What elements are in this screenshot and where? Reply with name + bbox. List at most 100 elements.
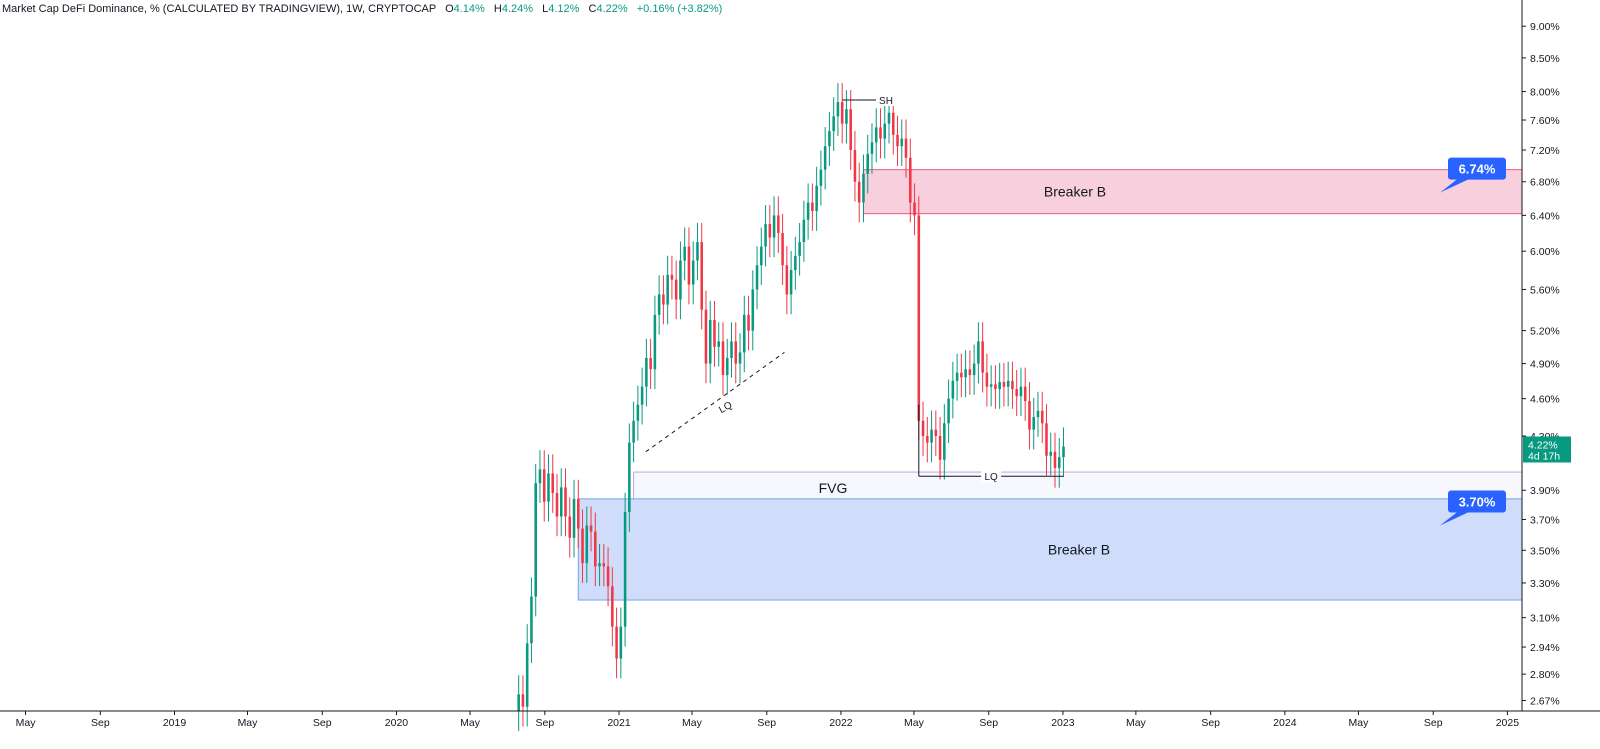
y-tick-label: 5.20% <box>1530 326 1560 338</box>
symbol-title: Market Cap DeFi Dominance, % (CALCULATED… <box>2 3 437 15</box>
candle-body <box>691 260 695 285</box>
y-tick-label: 3.90% <box>1530 485 1560 497</box>
candle-body <box>1006 380 1010 387</box>
candle-body <box>704 309 708 364</box>
candle-body <box>649 357 652 370</box>
candle-body <box>1045 423 1048 456</box>
breaker-top-label: Breaker B <box>1044 184 1106 200</box>
y-tick-label: 2.80% <box>1530 669 1560 681</box>
x-tick-label: Sep <box>1201 717 1220 729</box>
candle-body <box>670 274 674 280</box>
candle-body <box>662 294 665 305</box>
candle-body <box>721 341 725 376</box>
candle-body <box>768 224 772 238</box>
candle-body <box>1062 446 1065 458</box>
candle-body <box>725 357 729 376</box>
candle-body <box>619 626 623 659</box>
candle-body <box>900 138 904 147</box>
x-tick-label: May <box>460 717 481 729</box>
candle-body <box>1057 457 1061 468</box>
x-tick-label: Sep <box>91 717 110 729</box>
candle-body <box>849 109 852 151</box>
candle-body <box>585 525 589 564</box>
current-price-value: 4.22% <box>1528 439 1558 451</box>
candle-body <box>717 341 721 347</box>
x-tick-label: Sep <box>979 717 998 729</box>
candle-body <box>926 436 929 443</box>
candle-body <box>857 181 861 203</box>
candle-body <box>823 146 827 170</box>
candle-body <box>1011 380 1014 390</box>
x-tick-label: May <box>16 717 37 729</box>
y-tick-label: 4.90% <box>1530 359 1560 371</box>
tag-top: 6.74% <box>1440 157 1506 193</box>
candle-body <box>828 131 831 147</box>
candle-body <box>602 563 606 567</box>
candle-body <box>674 279 678 300</box>
candle-body <box>862 173 865 203</box>
y-tick-label: 6.40% <box>1530 210 1560 222</box>
candle-body <box>832 116 835 132</box>
y-tick-label: 3.10% <box>1530 613 1560 625</box>
x-tick-label: 2024 <box>1273 717 1297 729</box>
y-tick-label: 7.60% <box>1530 115 1560 127</box>
candle-body <box>598 563 601 567</box>
candle-body <box>551 473 555 494</box>
sh-label: SH <box>879 96 893 107</box>
candle-body <box>679 260 682 300</box>
breaker-bottom-label: Breaker B <box>1048 541 1110 557</box>
x-tick-label: 2019 <box>163 717 187 729</box>
x-tick-label: May <box>1126 717 1147 729</box>
candle-body <box>904 138 908 158</box>
candle-body <box>645 357 648 387</box>
tag-bottom-pointer <box>1440 511 1470 526</box>
candle-body <box>1015 389 1018 397</box>
fvg-label: FVG <box>819 480 848 496</box>
candle-body <box>517 694 520 712</box>
candle-body <box>708 320 712 364</box>
candle-body <box>1032 417 1035 430</box>
close-label: C <box>588 3 597 15</box>
candle-body <box>891 112 895 135</box>
candle-body <box>747 314 750 331</box>
candle-body <box>917 215 921 421</box>
x-tick-label: Sep <box>1424 717 1443 729</box>
sh-label-bg <box>876 92 896 106</box>
candle-body <box>683 246 686 261</box>
candle-body <box>802 219 806 243</box>
candle-body <box>623 512 627 627</box>
candle-body <box>938 436 942 460</box>
tag-top-text: 6.74% <box>1459 162 1496 177</box>
candle-body <box>572 498 576 538</box>
candle-body <box>981 341 984 373</box>
y-tick-label: 2.94% <box>1530 642 1560 654</box>
y-tick-label: 5.60% <box>1530 284 1560 296</box>
y-tick-label: 2.67% <box>1530 696 1560 708</box>
candle-body <box>594 531 597 567</box>
candle-body <box>794 255 797 271</box>
x-tick-label: May <box>238 717 259 729</box>
candle-body <box>896 134 899 147</box>
candle-body <box>1036 410 1040 418</box>
y-tick-label: 8.00% <box>1530 87 1560 99</box>
candle-body <box>581 528 584 564</box>
candle-body <box>887 112 891 124</box>
candle-body <box>1040 410 1044 424</box>
candle-body <box>789 270 793 295</box>
open-label: O <box>445 3 454 15</box>
candle-body <box>576 498 580 529</box>
lq-label-trend: LQ <box>717 400 734 416</box>
candle-body <box>666 274 669 305</box>
candle-body <box>798 242 801 256</box>
candle-body <box>781 233 784 266</box>
lq-trendline <box>645 351 785 453</box>
candle-body <box>968 369 972 376</box>
y-tick-label: 7.20% <box>1530 145 1560 157</box>
candle-body <box>870 142 874 154</box>
candle-body <box>874 127 878 143</box>
change-value: +0.16% (+3.82%) <box>636 3 723 15</box>
candle-body <box>734 341 738 364</box>
candle-body <box>840 102 844 124</box>
candle-body <box>1023 386 1027 402</box>
